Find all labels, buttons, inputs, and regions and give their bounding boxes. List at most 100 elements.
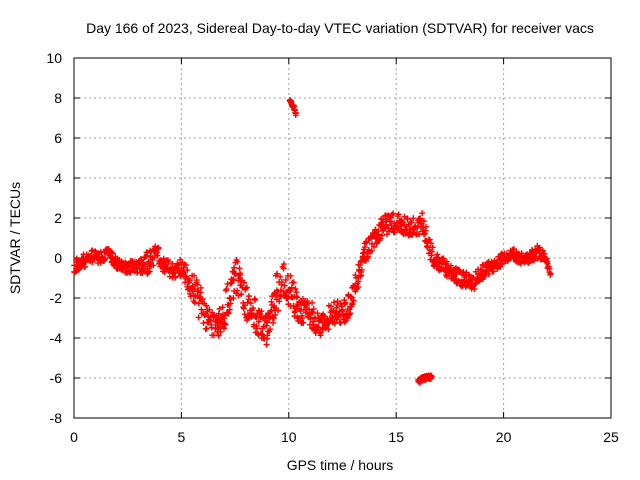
data-point (485, 271, 492, 278)
data-point (395, 211, 402, 218)
data-point (253, 325, 260, 332)
data-point (331, 299, 338, 306)
data-point (315, 324, 322, 331)
data-point (259, 331, 266, 338)
data-point (274, 270, 281, 277)
y-tick-label: 6 (54, 130, 62, 146)
data-point (414, 224, 421, 231)
data-point (390, 210, 397, 217)
data-point (379, 232, 386, 239)
data-point (208, 324, 215, 331)
data-point (161, 269, 168, 276)
data-point (228, 279, 235, 286)
x-tick-label: 20 (496, 429, 512, 445)
data-point (536, 244, 543, 251)
y-tick-label: -8 (50, 410, 63, 426)
plot-area (73, 57, 612, 419)
axis-ticks: 0 5 10 15 20 25 -8 -6 -4 -2 0 2 4 6 8 10 (46, 50, 619, 445)
y-tick-label: 2 (54, 210, 62, 226)
y-tick-label: -4 (50, 330, 63, 346)
data-point (321, 313, 328, 320)
data-point (290, 279, 297, 286)
data-point (282, 276, 289, 283)
data-point (217, 328, 224, 335)
data-point (424, 243, 431, 250)
data-point (363, 239, 370, 246)
data-point (294, 294, 301, 301)
data-point (186, 277, 193, 284)
data-point (278, 279, 285, 286)
data-point (134, 269, 141, 276)
data-point (311, 315, 318, 322)
data-point (397, 223, 404, 230)
y-tick-label: 8 (54, 90, 62, 106)
data-point (237, 271, 244, 278)
data-point (215, 332, 222, 339)
data-point (358, 272, 365, 279)
data-point (428, 252, 435, 259)
data-point (355, 278, 362, 285)
x-tick-label: 5 (178, 429, 186, 445)
y-tick-label: -2 (50, 290, 63, 306)
data-point (194, 281, 201, 288)
data-point (370, 243, 377, 250)
data-point (275, 307, 282, 314)
data-point (309, 299, 316, 306)
data-point (277, 273, 284, 280)
data-point (547, 270, 554, 277)
data-point (207, 317, 214, 324)
data-point (247, 300, 254, 307)
data-point (271, 314, 278, 321)
data-point (166, 273, 173, 280)
data-point (243, 317, 250, 324)
data-point (299, 319, 306, 326)
data-point (334, 301, 341, 308)
data-point (293, 289, 300, 296)
data-point (314, 310, 321, 317)
data-point (197, 284, 204, 291)
data-point (234, 258, 241, 265)
data-point (242, 285, 249, 292)
data-point (421, 231, 428, 238)
data-point (419, 210, 426, 217)
data-point (341, 318, 348, 325)
data-point (222, 287, 229, 294)
x-tick-label: 15 (388, 429, 404, 445)
data-point (251, 295, 258, 302)
data-point (264, 335, 271, 342)
data-point (165, 258, 172, 265)
data-point (81, 263, 88, 270)
data-point (302, 309, 309, 316)
data-point (358, 266, 365, 273)
data-point (280, 265, 287, 272)
data-point (243, 284, 250, 291)
data-point (544, 258, 551, 265)
data-point (252, 313, 259, 320)
data-point (440, 255, 447, 262)
data-point (357, 262, 364, 269)
data-point (299, 295, 306, 302)
data-point (310, 305, 317, 312)
data-point (255, 318, 262, 325)
data-point (238, 291, 245, 298)
data-point (258, 308, 265, 315)
data-point (415, 231, 422, 238)
data-point (263, 341, 270, 348)
data-point (183, 262, 190, 269)
y-axis-label: SDTVAR / TECUs (7, 182, 23, 294)
data-point (146, 268, 153, 275)
data-point (267, 326, 274, 333)
data-point (203, 302, 210, 309)
data-point (353, 274, 360, 281)
data-point (195, 314, 202, 321)
data-point (241, 302, 248, 309)
data-point (215, 310, 222, 317)
data-point (226, 306, 233, 313)
data-point (203, 325, 210, 332)
data-point (428, 373, 435, 380)
data-point (435, 254, 442, 261)
data-points (71, 97, 554, 386)
data-point (427, 240, 434, 247)
data-point (498, 260, 505, 267)
data-point (199, 296, 206, 303)
